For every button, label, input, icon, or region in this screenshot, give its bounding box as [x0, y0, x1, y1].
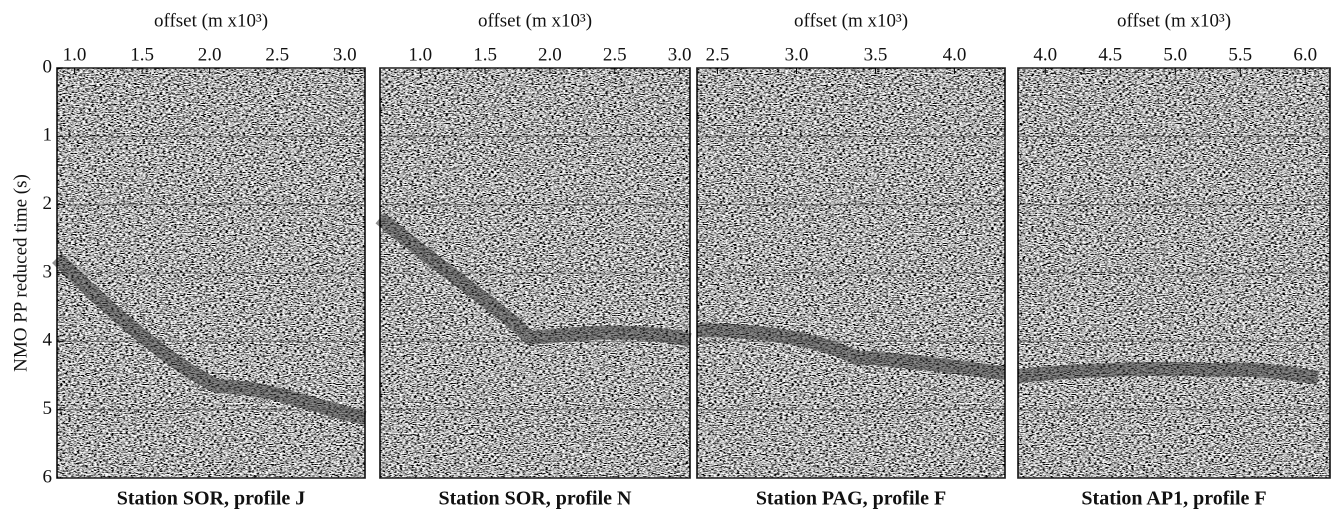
y-tick-label: 0: [43, 56, 53, 77]
y-tick-label: 1: [43, 125, 53, 146]
y-tick-label: 4: [43, 330, 53, 351]
x-tick-label: 3.0: [333, 44, 357, 65]
x-tick-label: 5.5: [1228, 44, 1252, 65]
reflection-event: [52, 253, 367, 425]
reflection-event: [1017, 361, 1320, 385]
x-tick-label: 2.0: [198, 44, 222, 65]
x-tick-label: 2.5: [265, 44, 289, 65]
x-tick-label: 6.0: [1293, 44, 1317, 65]
x-tick-label: 4.5: [1098, 44, 1122, 65]
x-axis-label: offset (m x10³): [478, 10, 592, 31]
panel-caption: Station AP1, profile F: [1081, 488, 1266, 510]
panel: 4.0 4.5 5.0 5.5 6.0 offset (m x10³) Station AP…: [1017, 10, 1331, 510]
panel-caption: Station PAG, profile F: [756, 488, 946, 510]
panel: 2.5 3.0 3.5 4.0 offset (m x10³) Station PAG, …: [696, 10, 1006, 510]
x-tick-label: 5.0: [1163, 44, 1187, 65]
y-tick-label: 3: [43, 261, 53, 282]
x-tick-label: 3.5: [864, 44, 888, 65]
y-tick-label: 5: [43, 398, 53, 419]
panel: 1.0 1.5 2.0 2.5 3.0 offset (m x10³) Station SO…: [375, 10, 692, 510]
y-tick-label: 6: [43, 466, 53, 487]
x-axis-label: offset (m x10³): [154, 10, 268, 31]
x-tick-label: 1.0: [408, 44, 432, 65]
x-tick-label: 4.0: [1033, 44, 1057, 65]
reflection-event: [696, 323, 1006, 380]
x-tick-label: 2.5: [603, 44, 627, 65]
x-tick-label: 3.0: [668, 44, 692, 65]
panel-caption: Station SOR, profile N: [439, 488, 633, 510]
x-tick-label: 1.5: [473, 44, 497, 65]
x-tick-label: 1.0: [63, 44, 87, 65]
y-axis-label: NMO PP reduced time (s): [10, 174, 31, 372]
x-tick-label: 3.0: [785, 44, 809, 65]
x-axis-label: offset (m x10³): [794, 10, 908, 31]
reflection-event: [375, 212, 692, 347]
y-tick-label: 2: [43, 193, 53, 214]
x-tick-label: 2.0: [538, 44, 562, 65]
panel: 1.0 1.5 2.0 2.5 3.0 offset (m x10³) Station SO…: [52, 10, 367, 510]
x-tick-label: 2.5: [706, 44, 730, 65]
x-tick-label: 1.5: [130, 44, 154, 65]
x-axis-label: offset (m x10³): [1117, 10, 1231, 31]
x-tick-label: 4.0: [943, 44, 967, 65]
panel-caption: Station SOR, profile J: [117, 488, 306, 510]
